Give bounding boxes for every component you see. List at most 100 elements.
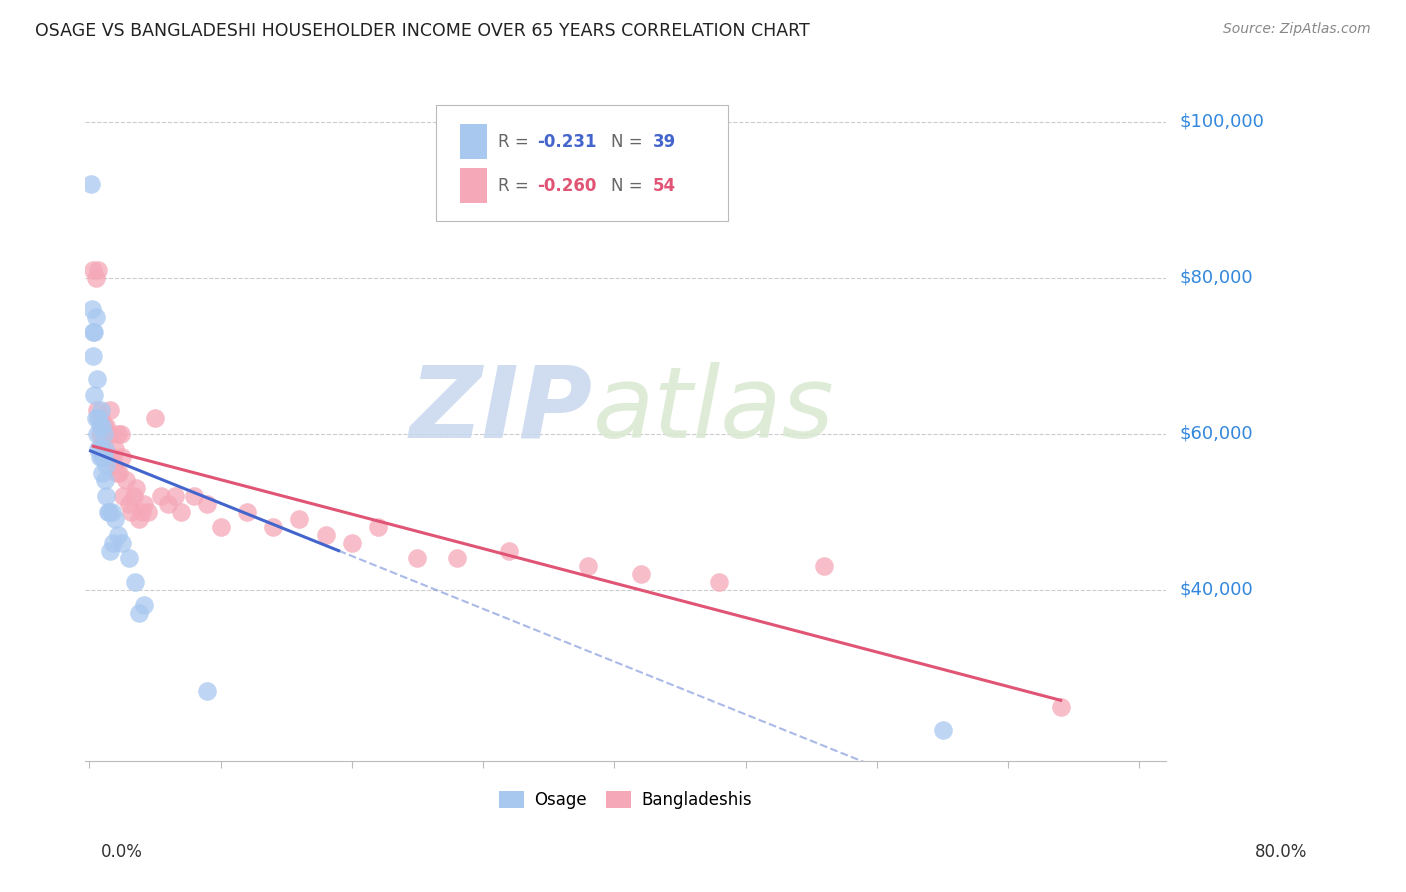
Point bbox=[630, 567, 652, 582]
FancyBboxPatch shape bbox=[436, 105, 728, 221]
Point bbox=[209, 520, 232, 534]
Point bbox=[262, 520, 284, 534]
Point bbox=[104, 442, 127, 457]
Point bbox=[1049, 699, 1071, 714]
Text: R =: R = bbox=[498, 133, 534, 151]
Point bbox=[89, 418, 111, 433]
Text: $80,000: $80,000 bbox=[1180, 268, 1253, 287]
Point bbox=[107, 528, 129, 542]
Point bbox=[91, 418, 114, 433]
Point bbox=[170, 505, 193, 519]
Point bbox=[183, 489, 205, 503]
Point bbox=[79, 178, 101, 192]
FancyBboxPatch shape bbox=[460, 124, 488, 159]
Point bbox=[96, 489, 118, 503]
Point bbox=[131, 505, 153, 519]
Point bbox=[236, 505, 259, 519]
Text: -0.231: -0.231 bbox=[537, 133, 596, 151]
Point bbox=[103, 458, 125, 472]
Point bbox=[87, 411, 110, 425]
Point bbox=[98, 543, 121, 558]
FancyBboxPatch shape bbox=[460, 169, 488, 203]
Point bbox=[94, 442, 117, 457]
Point bbox=[315, 528, 337, 542]
Text: $60,000: $60,000 bbox=[1180, 425, 1253, 442]
Point bbox=[576, 559, 599, 574]
Point bbox=[84, 270, 107, 285]
Text: N =: N = bbox=[612, 133, 648, 151]
Point bbox=[80, 301, 103, 316]
Point bbox=[89, 450, 111, 464]
Point bbox=[111, 450, 134, 464]
Point bbox=[134, 598, 156, 612]
Point bbox=[111, 536, 134, 550]
Text: 80.0%: 80.0% bbox=[1256, 843, 1308, 861]
Point bbox=[97, 505, 120, 519]
Point bbox=[84, 411, 107, 425]
Point bbox=[197, 497, 219, 511]
Point bbox=[82, 349, 104, 363]
Point bbox=[97, 426, 120, 441]
Point bbox=[101, 450, 124, 464]
Point bbox=[498, 543, 520, 558]
Text: 39: 39 bbox=[652, 133, 676, 151]
Point bbox=[91, 434, 114, 449]
Point bbox=[94, 474, 117, 488]
Point bbox=[446, 551, 468, 566]
Point bbox=[91, 450, 114, 464]
Point bbox=[120, 505, 142, 519]
Point bbox=[93, 418, 115, 433]
Point bbox=[90, 411, 112, 425]
Point bbox=[83, 326, 105, 340]
Text: 54: 54 bbox=[652, 177, 676, 194]
Point bbox=[87, 442, 110, 457]
Point bbox=[125, 481, 148, 495]
Text: R =: R = bbox=[498, 177, 534, 194]
Point bbox=[128, 512, 150, 526]
Point bbox=[84, 310, 107, 324]
Point bbox=[124, 574, 146, 589]
Point bbox=[931, 723, 953, 737]
Point bbox=[136, 505, 159, 519]
Point bbox=[97, 505, 120, 519]
Point bbox=[813, 559, 835, 574]
Point bbox=[93, 426, 115, 441]
Point bbox=[406, 551, 429, 566]
Point bbox=[104, 512, 127, 526]
Text: Source: ZipAtlas.com: Source: ZipAtlas.com bbox=[1223, 22, 1371, 37]
Text: $100,000: $100,000 bbox=[1180, 113, 1264, 131]
Point bbox=[108, 466, 131, 480]
Point bbox=[96, 458, 118, 472]
Point bbox=[86, 426, 108, 441]
Point bbox=[100, 505, 122, 519]
Point bbox=[82, 263, 104, 277]
Point bbox=[90, 442, 112, 457]
Point bbox=[87, 263, 110, 277]
Point bbox=[163, 489, 186, 503]
Point bbox=[86, 403, 108, 417]
Text: OSAGE VS BANGLADESHI HOUSEHOLDER INCOME OVER 65 YEARS CORRELATION CHART: OSAGE VS BANGLADESHI HOUSEHOLDER INCOME … bbox=[35, 22, 810, 40]
Point bbox=[90, 403, 112, 417]
Point bbox=[112, 489, 135, 503]
Point bbox=[83, 388, 105, 402]
Point bbox=[89, 426, 111, 441]
Text: atlas: atlas bbox=[593, 362, 835, 458]
Point bbox=[94, 442, 117, 457]
Point bbox=[93, 450, 115, 464]
Point bbox=[115, 474, 138, 488]
Point bbox=[107, 426, 129, 441]
Point bbox=[150, 489, 173, 503]
Point bbox=[101, 536, 124, 550]
Point bbox=[91, 466, 114, 480]
Legend: Osage, Bangladeshis: Osage, Bangladeshis bbox=[492, 784, 759, 816]
Point bbox=[117, 497, 139, 511]
Text: N =: N = bbox=[612, 177, 648, 194]
Point bbox=[86, 372, 108, 386]
Point bbox=[97, 450, 120, 464]
Point bbox=[100, 426, 122, 441]
Text: 0.0%: 0.0% bbox=[101, 843, 143, 861]
Point bbox=[134, 497, 156, 511]
Point bbox=[96, 418, 118, 433]
Point bbox=[367, 520, 389, 534]
Text: -0.260: -0.260 bbox=[537, 177, 596, 194]
